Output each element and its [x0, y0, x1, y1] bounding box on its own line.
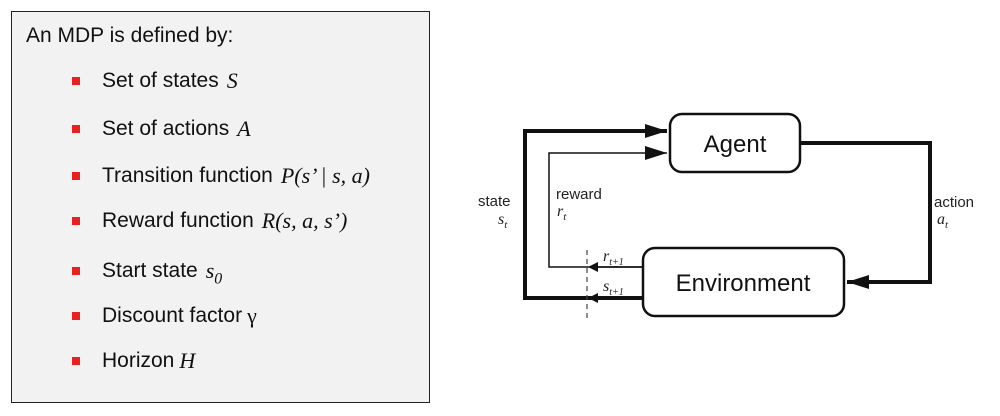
action-symbol-subscript: t: [945, 219, 949, 231]
item-label: Horizon: [102, 349, 175, 372]
next-state-symbol-base: s: [603, 278, 609, 295]
next-reward-arrowhead: [588, 262, 598, 272]
list-item-transition: Transition function P(s’ | s, a): [72, 162, 370, 190]
next-reward-symbol-base: r: [603, 248, 610, 265]
mdp-definition-panel: An MDP is defined by: Set of states S Se…: [11, 11, 430, 403]
state-symbol: st: [498, 211, 508, 231]
next-state-symbol: st+1: [603, 278, 624, 298]
next-reward-symbol-subscript: t+1: [609, 257, 624, 268]
symbol-base: s: [205, 258, 215, 283]
agent-label: Agent: [704, 131, 767, 158]
bullet-icon: [72, 217, 80, 225]
item-symbol: S: [226, 68, 238, 93]
list-item-start-state: Start state s0: [72, 257, 222, 287]
list-item-discount: Discount factor γ: [72, 302, 257, 330]
item-label: Discount factor: [102, 304, 243, 327]
reward-symbol-subscript: t: [563, 211, 567, 223]
list-item-states: Set of states S: [72, 67, 238, 95]
state-word: state: [478, 193, 511, 210]
list-item-horizon: Horizon H: [72, 347, 195, 375]
bullet-icon: [72, 312, 80, 320]
reward-symbol-base: r: [557, 203, 564, 220]
agent-node: Agent: [668, 112, 802, 174]
state-symbol-subscript: t: [504, 219, 508, 231]
state-arrow: [523, 124, 667, 300]
item-symbol: R(s, a, s’): [261, 208, 348, 233]
state-symbol-base: s: [498, 211, 504, 228]
environment-box: [641, 246, 846, 318]
item-symbol: s0: [205, 258, 222, 287]
item-symbol: H: [179, 348, 196, 373]
next-state-symbol-subscript: t+1: [609, 287, 624, 298]
item-symbol: A: [237, 116, 251, 141]
item-symbol: γ: [247, 303, 257, 328]
symbol-subscript: 0: [214, 270, 223, 288]
list-item-reward: Reward function R(s, a, s’): [72, 207, 347, 235]
action-symbol: at: [937, 211, 949, 231]
reward-symbol: rt: [557, 203, 567, 223]
next-reward-symbol: rt+1: [603, 248, 624, 268]
bullet-icon: [72, 357, 80, 365]
item-label: Reward function: [102, 209, 254, 232]
bullet-icon: [72, 172, 80, 180]
item-label: Set of actions: [102, 117, 230, 140]
mdp-heading: An MDP is defined by:: [26, 24, 234, 47]
action-symbol-base: a: [937, 211, 945, 228]
environment-node: Environment: [641, 246, 846, 318]
item-label: Start state: [102, 259, 198, 282]
bullet-icon: [72, 267, 80, 275]
item-label: Set of states: [102, 69, 219, 92]
item-label: Transition function: [102, 164, 273, 187]
item-symbol: P(s’ | s, a): [280, 163, 370, 188]
next-state-arrowhead: [588, 293, 598, 303]
bullet-icon: [72, 125, 80, 133]
environment-label: Environment: [676, 270, 811, 297]
list-item-actions: Set of actions A: [72, 115, 251, 143]
action-arrow: [800, 141, 932, 289]
bullet-icon: [72, 77, 80, 85]
action-word: action: [934, 194, 974, 211]
reward-word: reward: [556, 186, 602, 203]
